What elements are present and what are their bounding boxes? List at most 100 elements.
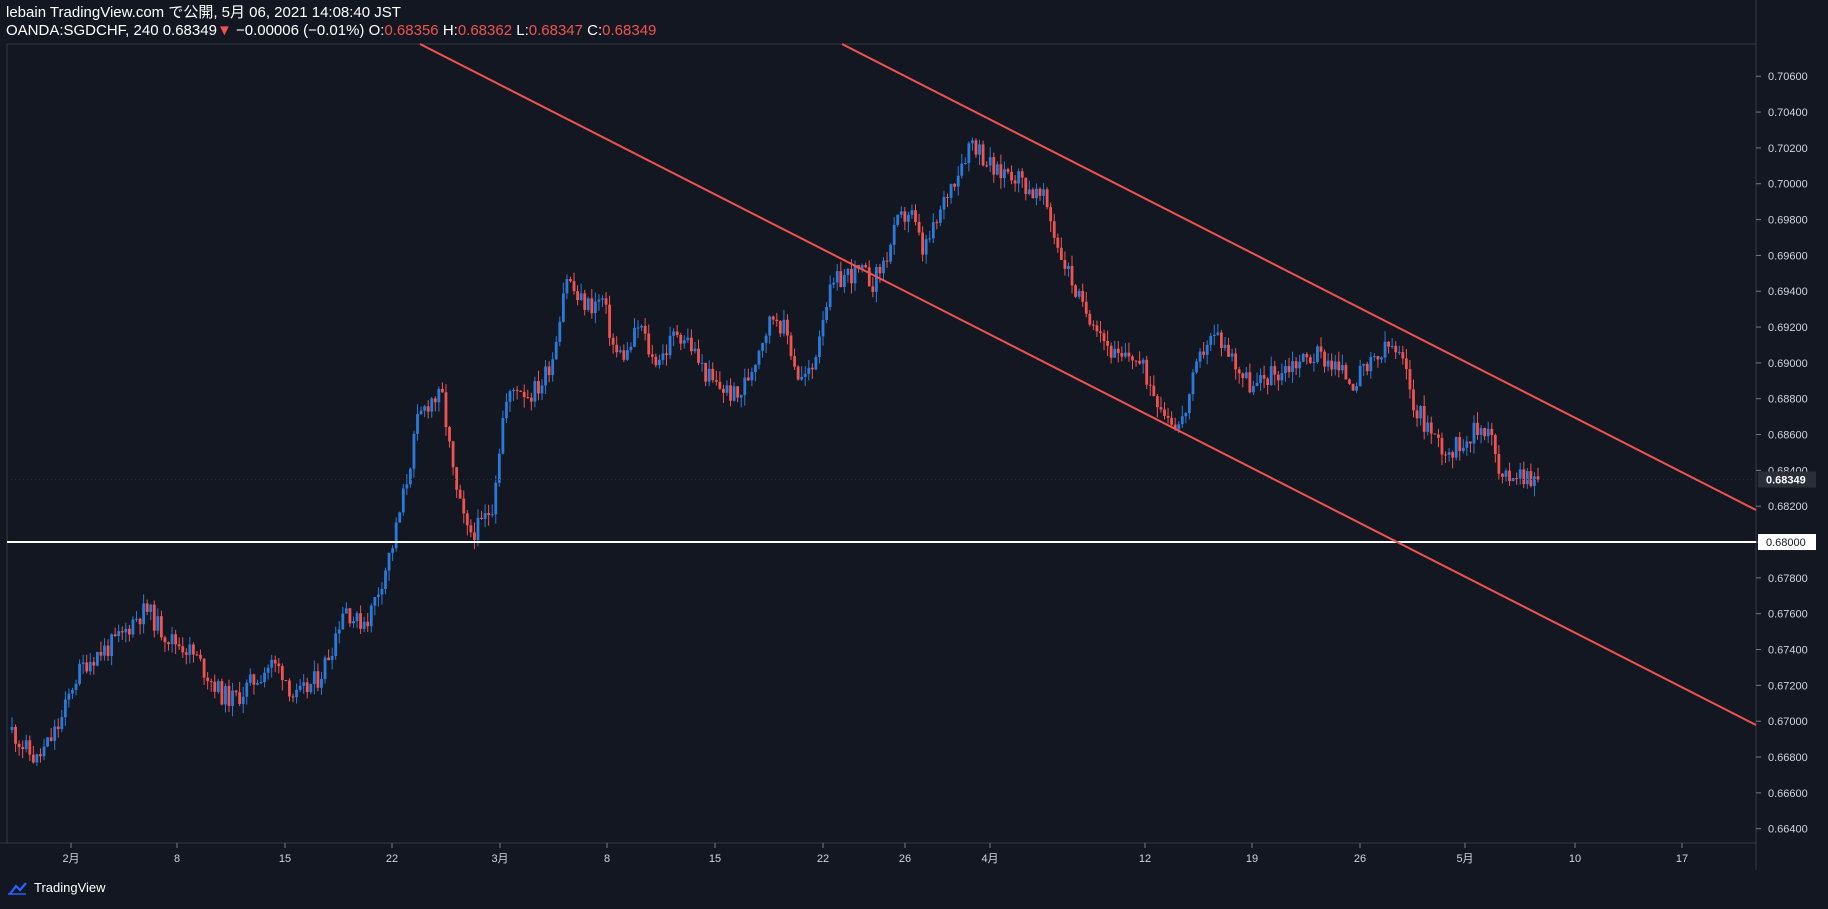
- candle-body: [1116, 348, 1120, 354]
- candle-body: [793, 356, 796, 367]
- candle-body: [1152, 385, 1156, 397]
- candle-body: [1284, 366, 1287, 374]
- candle-body: [1479, 428, 1483, 435]
- candle-body: [1095, 325, 1099, 332]
- high-value: 0.68362: [457, 22, 513, 39]
- candle-body: [554, 341, 558, 360]
- candle-body: [209, 681, 213, 683]
- candle-body: [1319, 346, 1323, 352]
- close-value: 0.68349: [602, 22, 657, 39]
- candle-body: [1166, 416, 1170, 418]
- candle-body: [956, 175, 960, 187]
- candle-body: [871, 286, 875, 292]
- close-label: C:: [587, 22, 603, 39]
- y-tick-label: 0.69600: [1768, 250, 1808, 262]
- candle-body: [1120, 353, 1124, 357]
- candle-body: [508, 391, 512, 402]
- candle-body: [21, 747, 25, 750]
- candle-body: [188, 644, 192, 655]
- candle-body: [1131, 356, 1134, 361]
- candle-body: [348, 608, 352, 624]
- symbol-price: OANDA:SGDCHF, 240 0.68349: [6, 22, 217, 39]
- candle-body: [156, 616, 160, 631]
- candle-body: [722, 388, 725, 393]
- candle-body: [661, 353, 665, 360]
- y-tick-label: 0.68800: [1768, 394, 1808, 406]
- y-tick-label: 0.68200: [1768, 501, 1808, 513]
- candle-body: [1141, 359, 1145, 364]
- candle-body: [914, 210, 917, 222]
- candle-body: [341, 613, 345, 630]
- candle-body: [1113, 348, 1117, 358]
- candle-body: [145, 603, 149, 612]
- candle-body: [1437, 434, 1440, 438]
- candle-body: [700, 362, 704, 364]
- candle-body: [743, 377, 747, 396]
- candle-body: [625, 350, 629, 360]
- candle-body: [771, 316, 775, 320]
- candle-body: [558, 321, 562, 342]
- y-tick-label: 0.67000: [1768, 716, 1808, 728]
- candle-body: [963, 163, 967, 165]
- candle-body: [1045, 189, 1049, 208]
- candle-body: [494, 482, 498, 515]
- candle-body: [416, 414, 419, 434]
- candle-body: [935, 222, 939, 224]
- candle-body: [775, 319, 779, 322]
- candle-body: [789, 335, 793, 357]
- candle-body: [1276, 374, 1280, 381]
- candle-body: [373, 597, 377, 606]
- y-tick-label: 0.67600: [1768, 609, 1808, 621]
- candle-body: [85, 662, 89, 672]
- low-value: 0.68347: [528, 22, 583, 39]
- candle-body: [259, 682, 263, 684]
- x-tick-label: 15: [279, 853, 291, 865]
- candle-body: [704, 362, 708, 382]
- candle-body: [291, 696, 295, 698]
- candle-body: [1088, 313, 1092, 325]
- candle-body: [14, 726, 17, 744]
- candle-body: [786, 319, 789, 336]
- candle-body: [707, 368, 711, 382]
- candle-body: [942, 197, 946, 210]
- candle-body: [462, 498, 466, 514]
- candle-body: [280, 666, 284, 681]
- candle-body: [241, 696, 245, 704]
- candle-body: [288, 680, 291, 697]
- candle-body: [362, 621, 366, 629]
- candle-body: [1408, 369, 1412, 390]
- candle-body: [380, 588, 384, 595]
- candle-body: [999, 164, 1003, 179]
- candle-body: [376, 594, 380, 598]
- candle-body: [821, 319, 825, 337]
- candle-body: [1173, 424, 1177, 430]
- candle-body: [60, 717, 64, 730]
- candle-body: [526, 397, 530, 399]
- candle-body: [1195, 361, 1198, 373]
- candle-body: [74, 683, 78, 690]
- candle-body: [305, 682, 309, 693]
- candle-body: [1202, 351, 1206, 355]
- candle-body: [693, 348, 697, 352]
- candle-body: [312, 671, 316, 685]
- candle-body: [1518, 469, 1522, 479]
- candle-body: [1323, 351, 1326, 367]
- candle-body: [1308, 357, 1312, 363]
- candle-body: [971, 140, 974, 144]
- tradingview-footer[interactable]: TradingView: [6, 880, 106, 895]
- candle-body: [512, 389, 515, 392]
- candle-body: [216, 681, 220, 692]
- candle-body: [611, 337, 615, 345]
- candle-body: [579, 293, 583, 301]
- candle-body: [1170, 417, 1174, 425]
- candle-body: [419, 410, 423, 415]
- candle-body: [860, 265, 864, 269]
- candle-body: [266, 667, 270, 673]
- candle-body: [1397, 352, 1401, 354]
- candle-body: [103, 645, 106, 656]
- candle-body: [476, 517, 480, 541]
- candle-body: [295, 689, 298, 698]
- candle-body: [1155, 396, 1159, 408]
- candle-body: [995, 164, 999, 175]
